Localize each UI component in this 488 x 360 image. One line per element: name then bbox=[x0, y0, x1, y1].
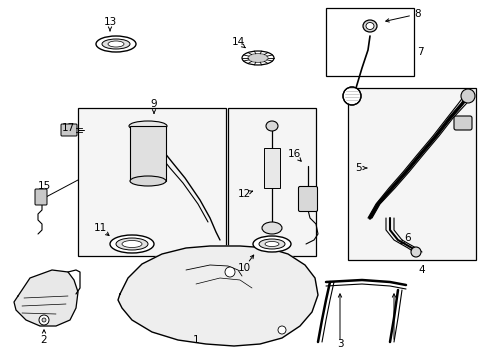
Text: 2: 2 bbox=[41, 335, 47, 345]
Ellipse shape bbox=[102, 39, 130, 49]
Circle shape bbox=[410, 247, 420, 257]
Circle shape bbox=[39, 315, 49, 325]
Ellipse shape bbox=[262, 222, 282, 234]
Circle shape bbox=[278, 326, 285, 334]
Ellipse shape bbox=[342, 87, 360, 105]
Ellipse shape bbox=[247, 54, 267, 63]
Text: 5: 5 bbox=[354, 163, 361, 173]
Text: 12: 12 bbox=[237, 189, 250, 199]
Text: 9: 9 bbox=[150, 99, 157, 109]
FancyBboxPatch shape bbox=[61, 124, 77, 136]
Circle shape bbox=[42, 318, 46, 322]
Text: 10: 10 bbox=[237, 263, 250, 273]
Ellipse shape bbox=[108, 41, 124, 47]
Ellipse shape bbox=[242, 51, 273, 65]
Bar bbox=[130, 126, 165, 181]
Circle shape bbox=[460, 89, 474, 103]
Ellipse shape bbox=[365, 22, 373, 30]
Ellipse shape bbox=[110, 235, 154, 253]
Text: 17: 17 bbox=[61, 123, 75, 133]
Bar bbox=[227, 108, 315, 256]
Ellipse shape bbox=[129, 121, 167, 131]
Bar bbox=[347, 88, 475, 260]
Text: 13: 13 bbox=[103, 17, 116, 27]
Text: 4: 4 bbox=[418, 265, 425, 275]
Text: 8: 8 bbox=[414, 9, 421, 19]
Text: 16: 16 bbox=[287, 149, 300, 159]
Ellipse shape bbox=[116, 238, 148, 250]
Ellipse shape bbox=[362, 20, 376, 32]
Ellipse shape bbox=[259, 239, 285, 249]
Text: 15: 15 bbox=[37, 181, 51, 191]
Text: 11: 11 bbox=[93, 223, 106, 233]
Polygon shape bbox=[118, 246, 317, 346]
Text: 7: 7 bbox=[416, 47, 423, 57]
FancyBboxPatch shape bbox=[35, 189, 47, 205]
Ellipse shape bbox=[252, 236, 290, 252]
Text: 14: 14 bbox=[231, 37, 244, 47]
Circle shape bbox=[224, 267, 235, 277]
Ellipse shape bbox=[96, 36, 136, 52]
Bar bbox=[78, 108, 225, 256]
FancyBboxPatch shape bbox=[453, 116, 471, 130]
Bar bbox=[325, 8, 413, 76]
Text: 1: 1 bbox=[192, 335, 199, 345]
FancyBboxPatch shape bbox=[298, 186, 317, 212]
Ellipse shape bbox=[265, 121, 278, 131]
Ellipse shape bbox=[130, 176, 165, 186]
Text: 6: 6 bbox=[404, 233, 410, 243]
Text: 3: 3 bbox=[336, 339, 343, 349]
Ellipse shape bbox=[264, 242, 279, 247]
Bar bbox=[264, 148, 280, 188]
Polygon shape bbox=[14, 270, 78, 326]
Ellipse shape bbox=[122, 240, 142, 248]
